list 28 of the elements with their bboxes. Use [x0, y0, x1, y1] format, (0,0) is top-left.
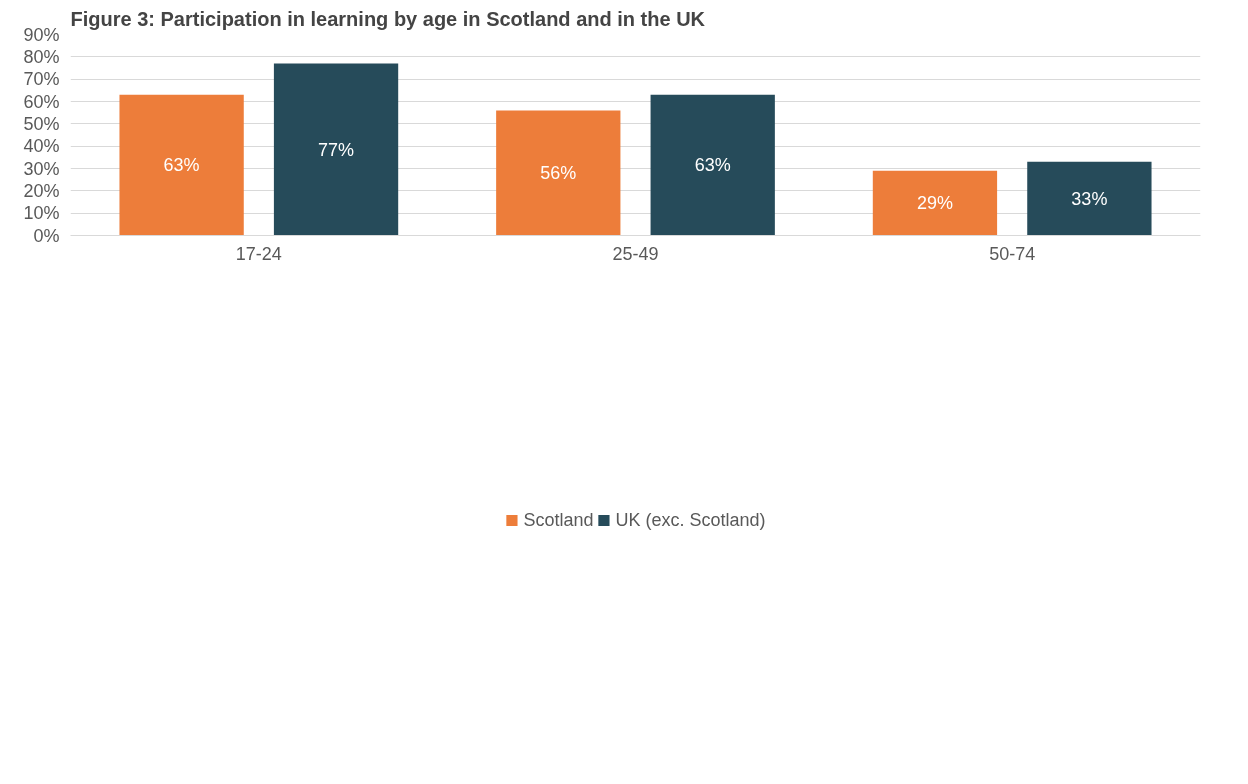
data-label: 77%: [318, 139, 355, 160]
bar: [872, 170, 998, 236]
data-label: 29%: [916, 193, 953, 214]
x-tick-label: 50-74: [989, 243, 1036, 264]
data-label: 33%: [1071, 188, 1108, 209]
y-tick-label: 50%: [23, 113, 60, 134]
bar: [119, 94, 244, 236]
y-tick-label: 90%: [23, 24, 60, 45]
data-label: 56%: [540, 162, 577, 183]
bar: [650, 94, 775, 236]
y-tick-label: 20%: [23, 180, 60, 201]
y-tick-label: 30%: [23, 158, 60, 179]
chart-title: Figure 3: Participation in learning by age in Scotland and in the UK: [70, 7, 706, 30]
y-tick-label: 10%: [23, 203, 60, 224]
data-label: 63%: [694, 155, 731, 176]
bar: [496, 110, 621, 236]
y-tick-label: 0%: [33, 225, 60, 246]
y-tick-label: 80%: [23, 46, 60, 67]
legend-label: UK (exc. Scotland): [615, 509, 766, 531]
x-tick-label: 25-49: [612, 243, 659, 264]
data-label: 63%: [163, 155, 200, 176]
y-tick-label: 60%: [23, 91, 60, 112]
y-tick-label: 70%: [23, 69, 60, 90]
bar: [273, 63, 399, 236]
legend-label: Scotland: [523, 509, 594, 531]
bar: [1027, 161, 1152, 236]
x-tick-label: 17-24: [235, 243, 282, 264]
y-tick-label: 40%: [23, 136, 60, 157]
